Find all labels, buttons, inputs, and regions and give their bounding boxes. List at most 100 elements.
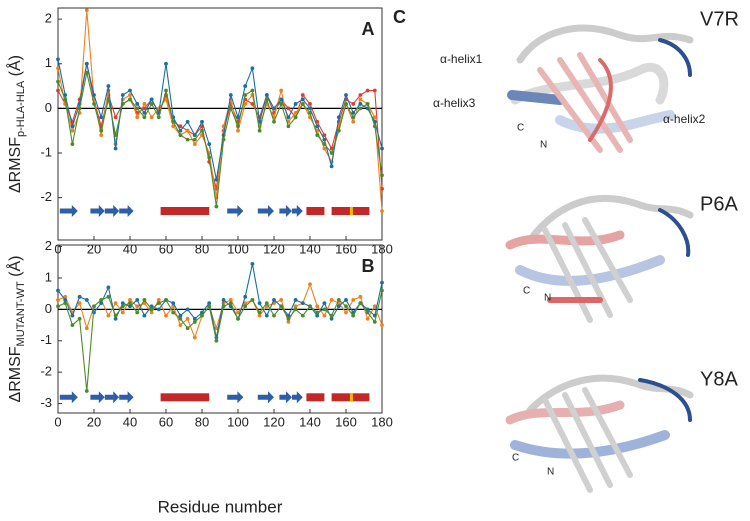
data-point — [322, 307, 327, 312]
helix-bar — [306, 393, 325, 402]
data-point — [221, 304, 226, 309]
y-tick-label: 2 — [45, 238, 52, 253]
data-point — [250, 261, 255, 266]
data-point — [279, 97, 284, 102]
y-axis-label-unit: (Å) — [5, 256, 24, 282]
data-point — [380, 323, 384, 327]
data-point — [120, 301, 125, 305]
y-axis-label-main: ΔRMSF — [7, 137, 24, 193]
data-point — [372, 115, 377, 120]
data-point — [257, 301, 262, 305]
data-point — [329, 313, 334, 318]
data-point — [322, 137, 327, 142]
y-tick-label: -1 — [40, 332, 52, 347]
data-point — [380, 280, 384, 285]
data-point — [380, 173, 384, 178]
data-point — [149, 310, 154, 315]
data-point — [214, 326, 219, 331]
data-point — [164, 313, 168, 318]
panel-label: C — [393, 7, 406, 27]
data-point — [156, 298, 161, 302]
data-point — [286, 316, 291, 321]
helix-marker — [349, 207, 353, 215]
data-point — [142, 110, 147, 115]
data-point — [257, 310, 262, 315]
data-point — [380, 288, 384, 293]
data-point — [56, 66, 60, 71]
data-point — [99, 301, 104, 305]
data-point — [63, 298, 68, 302]
data-point — [149, 307, 154, 312]
data-point — [128, 304, 132, 309]
x-tick-label: 40 — [123, 241, 137, 256]
data-point — [351, 110, 356, 115]
data-point — [113, 301, 118, 305]
data-point — [344, 298, 348, 302]
data-point — [243, 93, 248, 97]
data-point — [351, 102, 356, 106]
data-point — [322, 142, 327, 146]
data-point — [178, 133, 183, 138]
data-point — [135, 304, 140, 309]
data-point — [113, 313, 118, 318]
x-tick-label: 40 — [123, 414, 137, 429]
data-point — [279, 102, 284, 106]
series-line — [57, 290, 383, 392]
data-point — [344, 102, 348, 106]
data-point — [135, 115, 140, 120]
data-point — [106, 97, 111, 102]
data-point — [300, 97, 305, 102]
data-point — [135, 102, 140, 106]
panel-label: B — [362, 256, 375, 276]
data-point — [156, 115, 161, 120]
x-tick-label: 0 — [54, 414, 61, 429]
data-point — [236, 310, 240, 315]
data-point — [99, 298, 104, 302]
strand-arrow — [279, 205, 292, 217]
terminus-label: C — [512, 453, 519, 464]
data-point — [286, 106, 291, 111]
data-point — [214, 177, 219, 182]
x-tick-label: 80 — [195, 241, 209, 256]
data-point — [365, 307, 370, 312]
y-axis-label-unit: (Å) — [5, 55, 24, 81]
data-point — [185, 137, 190, 142]
data-point — [243, 301, 248, 305]
data-point — [178, 316, 183, 321]
data-point — [358, 93, 363, 97]
data-point — [192, 142, 197, 146]
data-point — [380, 186, 384, 191]
data-point — [171, 310, 176, 315]
data-point — [358, 301, 363, 305]
data-point — [228, 93, 233, 97]
x-tick-label: 160 — [335, 414, 357, 429]
data-point — [135, 106, 140, 111]
data-point — [84, 8, 89, 13]
data-point — [380, 146, 384, 151]
data-point — [128, 97, 132, 102]
strand-arrow — [59, 391, 78, 404]
data-point — [171, 119, 176, 124]
strand-arrow — [227, 391, 244, 404]
data-point — [77, 301, 82, 305]
data-point — [272, 106, 276, 111]
strand-arrow — [257, 205, 274, 217]
data-point — [236, 316, 240, 321]
data-point — [192, 316, 197, 321]
y-axis-label: ΔRMSFMUTANT-WT (Å) — [5, 256, 27, 403]
data-point — [293, 110, 298, 115]
data-point — [92, 93, 96, 97]
data-point — [214, 338, 219, 343]
data-point — [358, 106, 363, 111]
structure-name: Y8A — [700, 368, 738, 390]
data-point — [113, 133, 118, 138]
data-point — [84, 61, 89, 66]
series-line — [57, 263, 383, 338]
data-point — [372, 320, 377, 324]
data-point — [236, 124, 240, 129]
data-point — [128, 93, 132, 97]
ribbon-structure — [505, 374, 694, 493]
data-point — [279, 298, 284, 302]
data-point — [84, 389, 89, 393]
data-point — [164, 61, 168, 66]
